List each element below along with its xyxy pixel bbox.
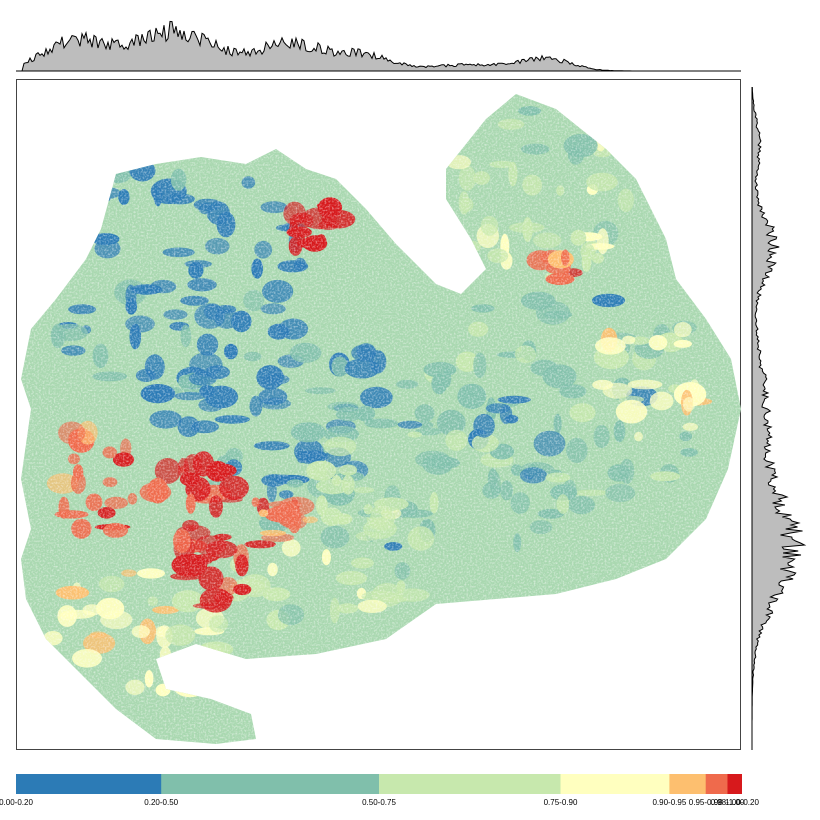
legend-label-end: 1.00-0.20	[725, 798, 759, 807]
legend-swatch-1	[16, 774, 162, 794]
legend-label-4: 0.75-0.90	[543, 798, 578, 807]
probability-map	[21, 94, 741, 744]
legend-color-bar	[16, 774, 742, 794]
legend-swatch-5	[669, 774, 707, 794]
top-histogram-fill	[16, 21, 741, 71]
raster-patch	[66, 214, 91, 233]
raster-patch	[184, 646, 209, 663]
legend-label-5: 0.90-0.95	[652, 798, 687, 807]
raster-patch	[187, 687, 215, 695]
raster-patch	[458, 237, 468, 249]
raster-patch	[75, 679, 88, 687]
legend-swatch-6	[705, 774, 728, 794]
raster-patch	[201, 666, 235, 675]
raster-patch	[456, 232, 465, 253]
right-histogram-line	[751, 86, 807, 749]
legend-swatch-2	[161, 774, 380, 794]
raster-gaps	[21, 94, 741, 744]
right-marginal-histogram	[751, 86, 807, 750]
raster-patch	[82, 188, 107, 197]
raster-patch	[61, 217, 90, 238]
right-histogram-fill	[752, 87, 805, 750]
map-raster	[21, 94, 741, 744]
legend-swatch-3	[379, 774, 561, 794]
raster-patch	[89, 701, 112, 711]
top-marginal-histogram	[16, 20, 741, 72]
legend-label-1: 0.00-0.20	[0, 798, 33, 807]
legend-label-3: 0.50-0.75	[362, 798, 396, 807]
legend-label-6: 0.95-0.98	[688, 798, 723, 807]
raster-patch	[172, 671, 207, 684]
raster-patch	[62, 234, 76, 257]
legend-swatch-7	[727, 774, 742, 794]
raster-patch	[94, 170, 110, 185]
legend-swatch-4	[560, 774, 670, 794]
legend-label-7: 0.98-1.00	[710, 798, 745, 807]
legend-label-2: 0.20-0.50	[144, 798, 179, 807]
